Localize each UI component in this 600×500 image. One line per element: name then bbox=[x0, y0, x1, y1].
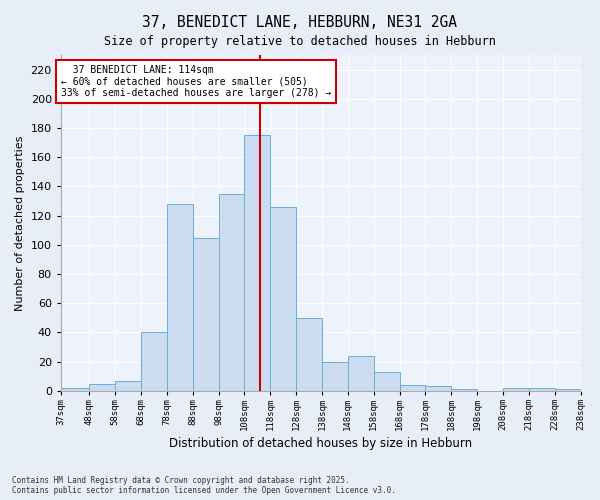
Bar bbox=[244, 136, 270, 391]
Bar bbox=[529, 388, 554, 391]
Bar bbox=[503, 388, 529, 391]
Bar bbox=[322, 362, 348, 391]
Bar bbox=[167, 204, 193, 391]
Y-axis label: Number of detached properties: Number of detached properties bbox=[15, 135, 25, 310]
Bar bbox=[89, 384, 115, 391]
Bar bbox=[141, 332, 167, 391]
Bar bbox=[270, 207, 296, 391]
Bar bbox=[425, 386, 451, 391]
Bar bbox=[218, 194, 244, 391]
Bar bbox=[374, 372, 400, 391]
Text: 37 BENEDICT LANE: 114sqm
← 60% of detached houses are smaller (505)
33% of semi-: 37 BENEDICT LANE: 114sqm ← 60% of detach… bbox=[61, 65, 331, 98]
Bar bbox=[296, 318, 322, 391]
Bar bbox=[400, 385, 425, 391]
X-axis label: Distribution of detached houses by size in Hebburn: Distribution of detached houses by size … bbox=[169, 437, 472, 450]
Bar bbox=[193, 238, 218, 391]
Text: Size of property relative to detached houses in Hebburn: Size of property relative to detached ho… bbox=[104, 35, 496, 48]
Bar bbox=[554, 390, 581, 391]
Bar bbox=[451, 390, 477, 391]
Text: 37, BENEDICT LANE, HEBBURN, NE31 2GA: 37, BENEDICT LANE, HEBBURN, NE31 2GA bbox=[143, 15, 458, 30]
Text: Contains HM Land Registry data © Crown copyright and database right 2025.
Contai: Contains HM Land Registry data © Crown c… bbox=[12, 476, 396, 495]
Bar bbox=[61, 388, 89, 391]
Bar bbox=[115, 380, 141, 391]
Bar bbox=[348, 356, 374, 391]
